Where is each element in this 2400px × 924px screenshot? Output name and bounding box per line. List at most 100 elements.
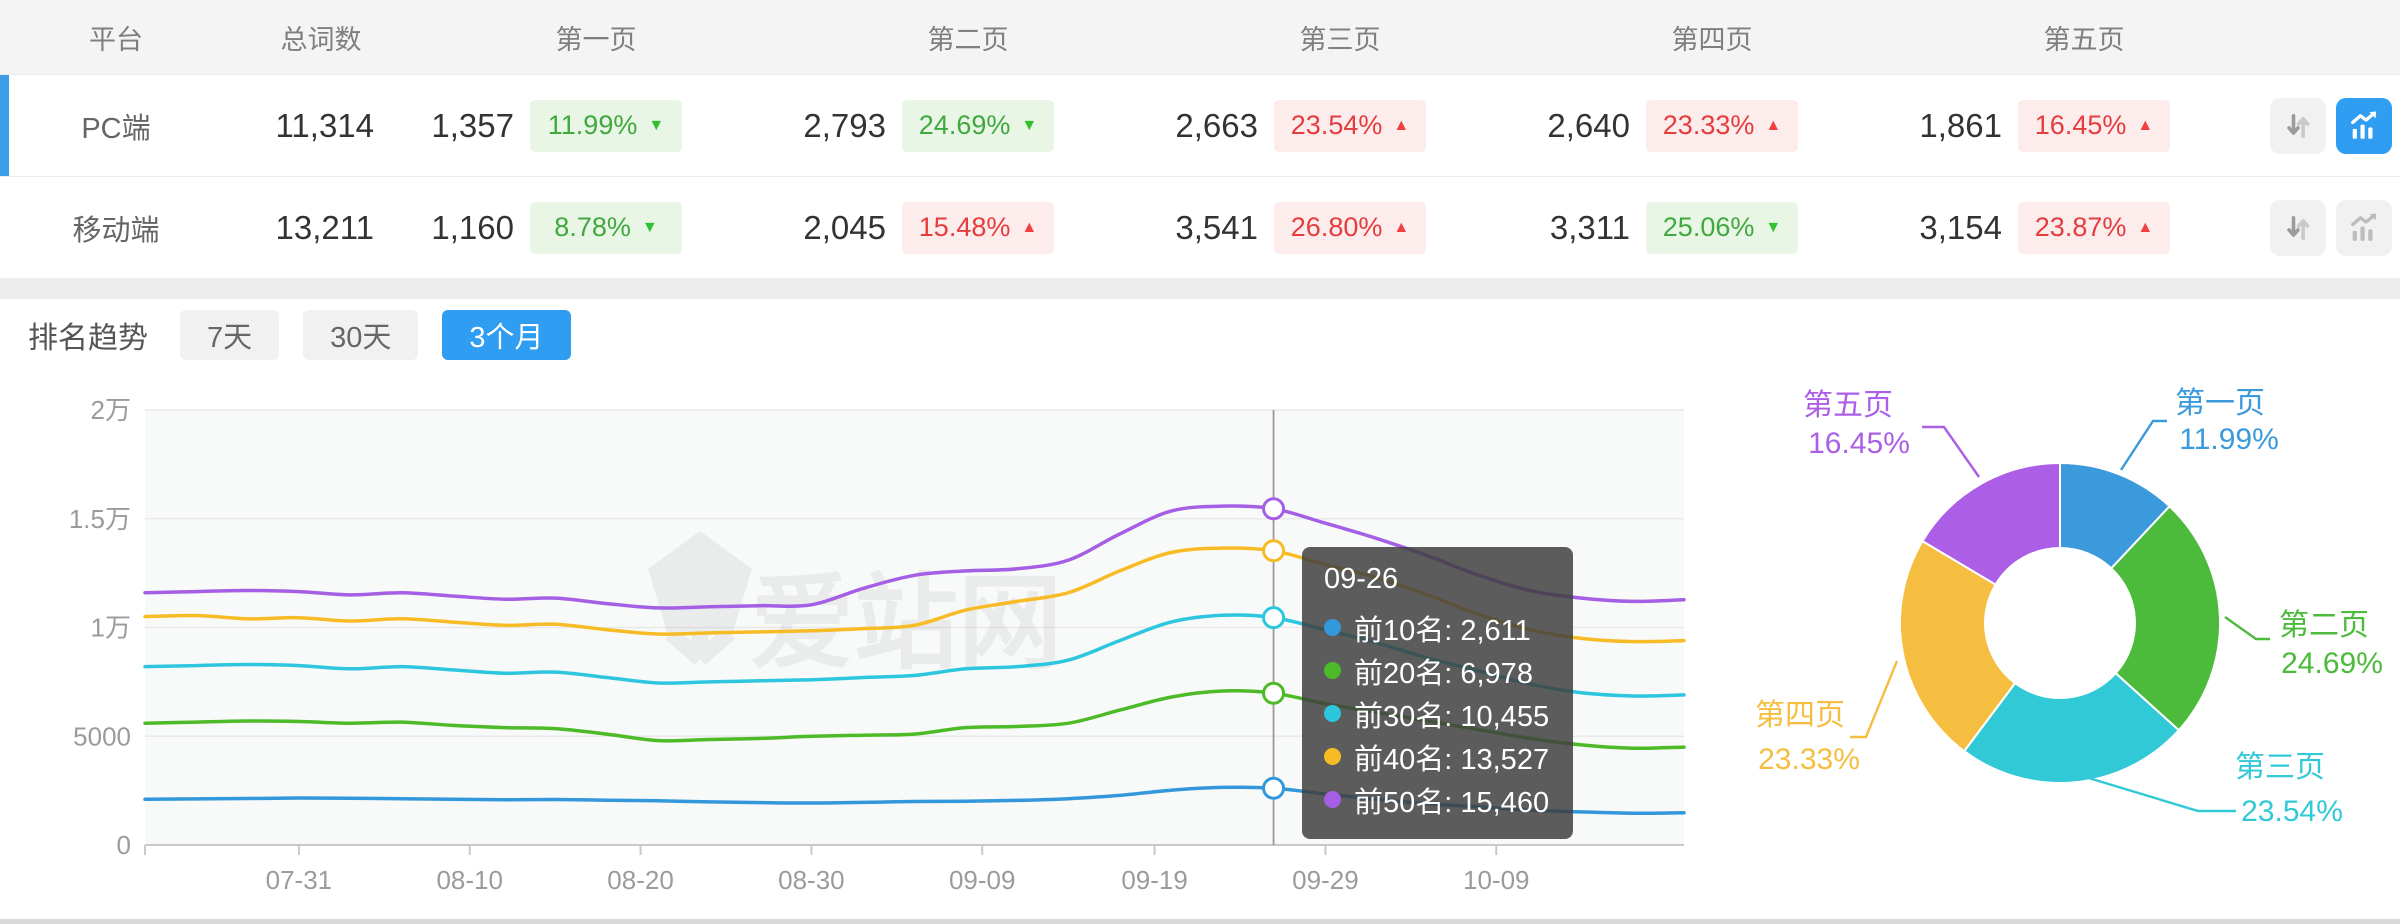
percent-value: 8.78%: [554, 212, 631, 242]
rank-trend-chart[interactable]: 0 5000 1万 1.5万 2万 爱站网 07-31 08-10 08-20 08-30 09-0…: [0, 371, 1720, 919]
page-stat-cell: 1,160 8.78% ▼: [410, 201, 782, 254]
platform-cell: 移动端: [72, 214, 160, 247]
rank-table: 平台 总词数 第一页 第二页 第三页 第四页 第五页 PC端 11,314 1,357 11.99…: [0, 0, 2400, 279]
table-row: 移动端 13,211 1,160 8.78% ▼ 2,045 15.48% ▲ 3,541 26.…: [0, 177, 2400, 279]
column-header: 总词数: [280, 24, 362, 55]
page-count: 2,640: [1547, 106, 1630, 144]
y-axis-label: 5000: [73, 721, 131, 751]
trend-tab-1[interactable]: 30天: [303, 310, 419, 360]
page-count: 2,663: [1175, 106, 1258, 144]
y-axis-label: 2万: [91, 395, 131, 425]
percent-value: 23.54%: [1290, 110, 1383, 140]
percent-badge: 23.87% ▲: [2018, 201, 2170, 254]
label-leader-line: [1850, 660, 1899, 739]
percent-badge: 25.06% ▼: [1646, 201, 1798, 254]
trend-up-icon: ▲: [1021, 218, 1038, 236]
page-count: 1,861: [1919, 106, 2002, 144]
page-count: 1,357: [431, 106, 514, 144]
hover-marker: [1262, 497, 1286, 521]
percent-value: 23.33%: [1662, 110, 1755, 140]
page-stat-cell: 3,541 26.80% ▲: [1154, 201, 1526, 254]
label-leader-line: [2081, 774, 2236, 813]
donut-slice-第四页[interactable]: [1899, 539, 2017, 753]
y-axis-label: 1万: [91, 613, 131, 643]
trend-section-title: 排名趋势: [28, 322, 148, 355]
donut-label: 第二页: [2279, 609, 2369, 642]
trend-tab-2[interactable]: 3个月: [442, 310, 571, 360]
percent-value: 25.06%: [1662, 212, 1755, 242]
trend-chart-button[interactable]: [2336, 199, 2392, 256]
donut-percent-label: 24.69%: [2281, 647, 2383, 680]
percent-value: 15.48%: [918, 212, 1011, 242]
table-row: PC端 11,314 1,357 11.99% ▼ 2,793 24.69% ▼ 2,663 23…: [0, 75, 2400, 177]
percent-value: 11.99%: [547, 110, 638, 140]
total-words: 13,211: [275, 208, 374, 246]
page-stat-cell: 2,640 23.33% ▲: [1526, 99, 1898, 152]
x-axis-label: 08-10: [436, 865, 503, 895]
page-count: 3,154: [1919, 208, 2002, 246]
x-axis-label: 09-29: [1292, 865, 1359, 895]
percent-badge: 24.69% ▼: [902, 99, 1054, 152]
x-axis-label: 09-19: [1121, 865, 1188, 895]
trend-chart-icon: [2351, 213, 2377, 241]
trend-chart-icon: [2351, 111, 2377, 139]
trend-up-icon: ▲: [2137, 218, 2154, 236]
compare-arrows-icon: [2287, 215, 2310, 240]
row-actions: [2270, 97, 2400, 154]
donut-slice-第二页[interactable]: [2109, 504, 2221, 732]
compare-button[interactable]: [2270, 97, 2326, 154]
x-axis-label: 08-20: [607, 865, 674, 895]
page-distribution-chart[interactable]: 第一页 11.99% 第二页 24.69% 第三页 23.54% 第四页 23.33% 第五页 1…: [1720, 371, 2400, 919]
trend-up-icon: ▲: [1393, 116, 1410, 134]
hover-marker: [1262, 606, 1286, 630]
compare-button[interactable]: [2270, 199, 2326, 256]
charts-area: 0 5000 1万 1.5万 2万 爱站网 07-31 08-10 08-20 08-30 09-0…: [0, 371, 2400, 919]
table-body: PC端 11,314 1,357 11.99% ▼ 2,793 24.69% ▼ 2,663 23…: [0, 75, 2400, 279]
donut-slice-第三页[interactable]: [1962, 671, 2181, 784]
y-axis-label: 0: [117, 830, 131, 860]
trend-down-icon: ▼: [1765, 218, 1782, 236]
page-stat-cell: 1,357 11.99% ▼: [410, 99, 782, 152]
label-leader-line: [1922, 425, 1980, 478]
percent-value: 24.69%: [918, 110, 1011, 140]
donut-percent-label: 23.33%: [1758, 743, 1860, 776]
y-axis-label: 1.5万: [69, 504, 131, 534]
trend-chart-button[interactable]: [2336, 97, 2392, 154]
column-header: 第四页: [1671, 24, 1753, 55]
donut-percent-label: 16.45%: [1808, 427, 1910, 460]
page-stat-cell: 3,154 23.87% ▲: [1898, 201, 2270, 254]
donut-label: 第一页: [2175, 387, 2265, 420]
page-count: 1,160: [431, 208, 514, 246]
svg-text:爱站网: 爱站网: [750, 566, 1062, 682]
column-header: 第一页: [555, 24, 637, 55]
label-leader-line: [2119, 419, 2167, 471]
percent-value: 16.45%: [2034, 110, 2127, 140]
x-axis-label: 07-31: [266, 865, 333, 895]
trend-up-icon: ▲: [1765, 116, 1782, 134]
percent-badge: 23.54% ▲: [1274, 99, 1426, 152]
donut-label: 第三页: [2235, 751, 2325, 784]
watermark: 爱站网: [648, 531, 1062, 682]
page-count: 3,541: [1175, 208, 1258, 246]
x-axis-label: 10-09: [1463, 865, 1530, 895]
donut-slice-第五页[interactable]: [1921, 461, 2061, 586]
page-stat-cell: 2,663 23.54% ▲: [1154, 99, 1526, 152]
trend-down-icon: ▼: [641, 218, 658, 236]
table-header-row: 平台 总词数 第一页 第二页 第三页 第四页 第五页: [0, 0, 2400, 75]
trend-down-icon: ▼: [648, 116, 665, 134]
page-stat-cell: 3,311 25.06% ▼: [1526, 201, 1898, 254]
section-divider: [0, 279, 2400, 299]
x-axis-label: 08-30: [778, 865, 845, 895]
label-leader-line: [2224, 616, 2270, 641]
page-count: 2,045: [803, 208, 886, 246]
donut-percent-label: 23.54%: [2241, 795, 2343, 828]
percent-badge: 16.45% ▲: [2018, 99, 2170, 152]
page-count: 3,311: [1549, 208, 1630, 246]
trend-tab-0[interactable]: 7天: [180, 310, 280, 360]
page-count: 2,793: [803, 106, 886, 144]
platform-cell: PC端: [81, 112, 151, 145]
column-header: 第二页: [927, 24, 1009, 55]
page-stat-cell: 2,045 15.48% ▲: [782, 201, 1154, 254]
